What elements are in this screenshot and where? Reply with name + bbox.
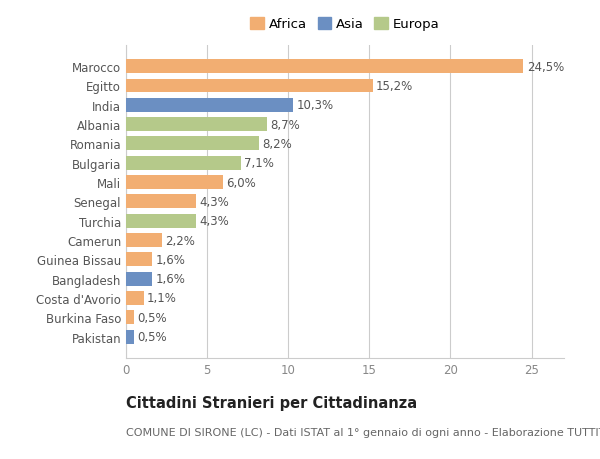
Bar [126, 137, 259, 151]
Text: 1,6%: 1,6% [155, 253, 185, 266]
Text: 1,6%: 1,6% [155, 273, 185, 285]
Bar [126, 291, 144, 305]
Bar [126, 118, 267, 132]
Bar [126, 99, 293, 112]
Text: 0,5%: 0,5% [137, 311, 167, 324]
Bar [126, 157, 241, 170]
Text: 15,2%: 15,2% [376, 80, 413, 93]
Text: COMUNE DI SIRONE (LC) - Dati ISTAT al 1° gennaio di ogni anno - Elaborazione TUT: COMUNE DI SIRONE (LC) - Dati ISTAT al 1°… [126, 427, 600, 437]
Text: 7,1%: 7,1% [244, 157, 274, 170]
Bar [126, 195, 196, 209]
Bar [126, 234, 161, 247]
Text: 2,2%: 2,2% [165, 234, 195, 247]
Text: 6,0%: 6,0% [227, 176, 256, 189]
Text: 10,3%: 10,3% [296, 99, 334, 112]
Bar [126, 214, 196, 228]
Text: 0,5%: 0,5% [137, 330, 167, 343]
Text: 24,5%: 24,5% [527, 61, 564, 73]
Text: Cittadini Stranieri per Cittadinanza: Cittadini Stranieri per Cittadinanza [126, 395, 417, 410]
Bar [126, 311, 134, 325]
Bar [126, 176, 223, 190]
Text: 8,7%: 8,7% [271, 118, 300, 131]
Legend: Africa, Asia, Europa: Africa, Asia, Europa [248, 15, 442, 34]
Text: 1,1%: 1,1% [147, 292, 177, 305]
Bar [126, 79, 373, 93]
Bar [126, 330, 134, 344]
Text: 8,2%: 8,2% [262, 138, 292, 151]
Text: 4,3%: 4,3% [199, 215, 229, 228]
Bar [126, 60, 523, 74]
Bar [126, 253, 152, 267]
Text: 4,3%: 4,3% [199, 196, 229, 208]
Bar [126, 272, 152, 286]
